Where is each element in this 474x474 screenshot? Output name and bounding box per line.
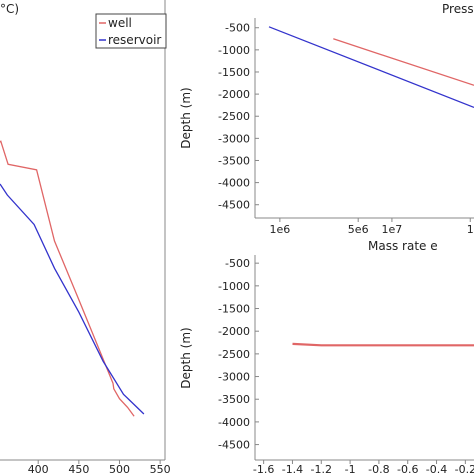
mass-rate-x-tick-label: -1.2 [311, 463, 332, 474]
legend-label-reservoir: reservoir [108, 33, 161, 47]
pressure-x-tick-label: 5e6 [348, 223, 369, 236]
pressure-y-label: Depth (m) [179, 87, 193, 148]
temperature-x-tick-label: 400 [28, 463, 49, 474]
pressure-y-tick-label: -3000 [218, 132, 250, 145]
pressure-y-tick-label: -1000 [218, 44, 250, 57]
pressure-y-tick-label: -4000 [218, 177, 250, 190]
mass-rate-y-tick-label: -3000 [218, 371, 250, 384]
mass-rate-panel: Mass rate e Depth (m) -500 -1000 -1500 -200… [179, 239, 474, 474]
temperature-panel: °C) 400 450 500 550 well reservoir [0, 0, 171, 474]
mass-rate-y-tick-label: -500 [225, 257, 250, 270]
pressure-series-reservoir [268, 26, 474, 109]
pressure-x-tick-label: 1e7 [382, 223, 403, 236]
mass-rate-y-ticks: -500 -1000 -1500 -2000 -2500 -3000 -3500 -4000 -… [218, 257, 259, 452]
mass-rate-x-tick-label: -0.2 [455, 463, 474, 474]
pressure-y-tick-label: -2000 [218, 88, 250, 101]
pressure-y-tick-label: -2500 [218, 110, 250, 123]
mass-rate-title: Mass rate e [368, 239, 438, 253]
pressure-y-ticks: -500 -1000 -1500 -2000 -2500 -3000 -3500 -4000 -… [218, 22, 259, 212]
mass-rate-x-tick-label: -0.6 [397, 463, 418, 474]
temperature-series-well [0, 140, 135, 417]
mass-rate-x-ticks: -1.6 -1.4 -1.2 -1 -0.8 -0.6 -0.4 -0.2 [253, 460, 474, 474]
mass-rate-x-tick-label: -0.4 [426, 463, 447, 474]
mass-rate-x-tick-label: -0.8 [368, 463, 389, 474]
legend-label-well: well [108, 16, 132, 30]
mass-rate-x-tick-label: -1.6 [253, 463, 274, 474]
temperature-title: °C) [0, 2, 19, 16]
mass-rate-y-tick-label: -3500 [218, 393, 250, 406]
pressure-x-tick-label: 1 [467, 223, 474, 236]
pressure-y-tick-label: -4500 [218, 199, 250, 212]
mass-rate-x-tick-label: -1.4 [282, 463, 303, 474]
mass-rate-y-tick-label: -1000 [218, 280, 250, 293]
mass-rate-y-tick-label: -2000 [218, 325, 250, 338]
legend-box [95, 13, 167, 49]
mass-rate-series-group [292, 342, 474, 347]
pressure-y-tick-label: -1500 [218, 66, 250, 79]
mass-rate-y-tick-label: -4500 [218, 439, 250, 452]
mass-rate-y-tick-label: -4000 [218, 416, 250, 429]
temperature-series-reservoir [0, 183, 145, 415]
temperature-series-group [0, 140, 145, 417]
pressure-x-ticks: 1e6 5e6 1e7 1 [269, 218, 474, 236]
pressure-x-tick-label: 1e6 [269, 223, 290, 236]
mass-rate-y-tick-label: -2500 [218, 348, 250, 361]
pressure-panel: Pressu Depth (m) -500 -1000 -1500 -2000 -250… [179, 2, 474, 236]
mass-rate-x-tick-label: -1 [345, 463, 356, 474]
pressure-title: Pressu [442, 2, 474, 16]
temperature-x-tick-label: 500 [109, 463, 130, 474]
mass-rate-y-tick-label: -1500 [218, 303, 250, 316]
temperature-x-ticks: 400 450 500 550 [28, 460, 171, 474]
pressure-y-tick-label: -3500 [218, 154, 250, 167]
pressure-series-well [333, 38, 474, 86]
pressure-series-group [268, 26, 474, 109]
temperature-legend: well reservoir [95, 13, 167, 49]
mass-rate-series-well [292, 342, 474, 347]
pressure-y-tick-label: -500 [225, 22, 250, 35]
mass-rate-y-label: Depth (m) [179, 327, 193, 388]
temperature-x-tick-label: 450 [68, 463, 89, 474]
temperature-x-tick-label: 550 [150, 463, 171, 474]
